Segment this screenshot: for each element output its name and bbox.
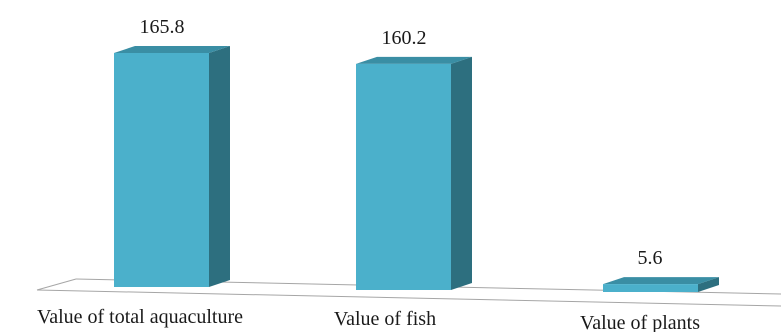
bar-series	[114, 46, 719, 292]
bar-side-value-of-fish	[451, 56, 472, 290]
category-label-value-of-plants: Value of plants	[580, 312, 700, 332]
bar-front-value-of-fish	[356, 63, 451, 290]
bar-front-value-of-plants	[603, 284, 698, 292]
bar-value-of-total-aquaculture	[114, 46, 230, 287]
floor-front-edge	[36, 289, 781, 307]
data-label-value-of-total-aquaculture: 165.8	[140, 16, 185, 38]
floor-left-edge	[36, 278, 77, 291]
data-label-value-of-fish: 160.2	[382, 27, 427, 49]
category-labels: Value of total aquaculture Value of fish V…	[37, 306, 700, 332]
data-label-value-of-plants: 5.6	[638, 247, 663, 269]
bar-side-value-of-total-aquaculture	[209, 46, 230, 287]
bar-value-of-fish	[356, 56, 472, 290]
bar-value-of-plants	[603, 277, 719, 292]
bar-front-value-of-total-aquaculture	[114, 53, 209, 287]
bar-top-value-of-fish	[356, 56, 472, 64]
bar-side-value-of-plants	[698, 277, 719, 292]
bar-top-value-of-total-aquaculture	[114, 46, 230, 53]
data-labels: 165.8 160.2 5.6	[140, 16, 663, 269]
category-label-value-of-fish: Value of fish	[334, 308, 436, 330]
category-label-value-of-total-aquaculture: Value of total aquaculture	[37, 306, 243, 328]
bar-top-value-of-plants	[603, 277, 719, 285]
